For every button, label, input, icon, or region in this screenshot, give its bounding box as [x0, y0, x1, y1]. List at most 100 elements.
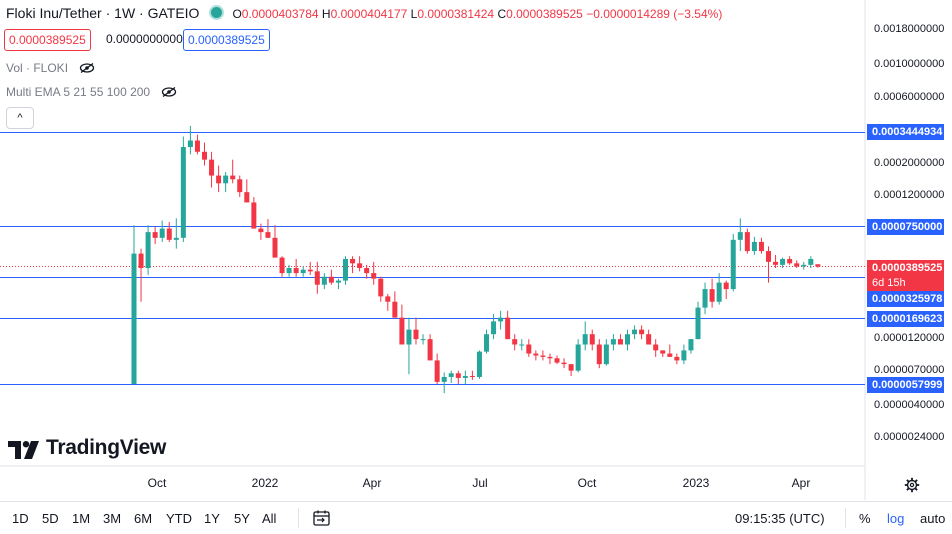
candle: [364, 264, 370, 279]
candle: [286, 264, 292, 277]
clock-timezone[interactable]: 09:15:35 (UTC): [735, 511, 825, 526]
candle-body-down: [364, 268, 370, 274]
range-3m-button[interactable]: 3M: [103, 511, 122, 526]
indicator-multi-ema[interactable]: Multi EMA 5 21 55 100 200: [6, 85, 177, 99]
candle-body-up: [131, 253, 137, 384]
candle-body-down: [674, 356, 680, 361]
candle-body-down: [653, 344, 659, 351]
y-tick-label: 0.0001200000: [874, 189, 945, 201]
candle-body-up: [730, 239, 736, 290]
candle-body-up: [159, 228, 165, 238]
candle-body-down: [392, 301, 398, 318]
candle: [265, 219, 271, 238]
y-tick-label: 0.0006000000: [874, 91, 945, 103]
indicator-volume[interactable]: Vol · FLOKI: [6, 61, 95, 75]
candle-body-up: [145, 232, 151, 269]
candle-body-up: [420, 339, 426, 341]
candle: [730, 233, 736, 292]
candle: [258, 223, 264, 240]
candle: [350, 256, 356, 274]
range-5d-button[interactable]: 5D: [42, 511, 59, 526]
range-all-button[interactable]: All: [262, 511, 277, 526]
candle-body-down: [815, 264, 821, 267]
candle: [702, 282, 708, 315]
bar-countdown: 6d 15h: [867, 275, 944, 291]
level-price-label[interactable]: 0.0000169623: [867, 311, 944, 327]
candle: [617, 334, 623, 345]
candle: [561, 358, 567, 369]
candle-body-down: [357, 263, 363, 269]
range-5y-button[interactable]: 5Y: [234, 511, 250, 526]
candle-body-down: [166, 228, 172, 240]
range-6m-button[interactable]: 6M: [134, 511, 153, 526]
bid-price-box[interactable]: 0.0000389525: [4, 29, 91, 51]
eye-off-icon[interactable]: [161, 87, 177, 97]
date-range-icon[interactable]: [313, 510, 330, 526]
candle-body-down: [744, 232, 750, 252]
candle: [716, 273, 722, 305]
candle-body-down: [773, 261, 779, 265]
range-ytd-button[interactable]: YTD: [166, 511, 192, 526]
horizontal-levels[interactable]: [0, 132, 865, 385]
candle-body-up: [406, 329, 412, 345]
candle-body-down: [427, 339, 433, 361]
candle-body-down: [469, 376, 475, 378]
candle: [469, 370, 475, 380]
candle: [653, 339, 659, 357]
range-1d-button[interactable]: 1D: [12, 511, 29, 526]
level-price-label[interactable]: 0.0000057999: [867, 377, 944, 393]
ask-price-box[interactable]: 0.0000389525: [183, 29, 270, 51]
range-1m-button[interactable]: 1M: [72, 511, 91, 526]
candle: [476, 350, 482, 379]
level-price-label[interactable]: 0.0003444934: [867, 124, 944, 140]
candle-body-up: [808, 258, 814, 265]
log-scale-button[interactable]: log: [887, 511, 905, 526]
candle-body-up: [632, 329, 638, 335]
candle-body-down: [554, 358, 560, 363]
candle-body-up: [187, 140, 193, 148]
candle-body-up: [441, 376, 447, 382]
candle: [794, 260, 800, 269]
candle: [625, 329, 630, 351]
candle: [589, 329, 595, 351]
indicator-ema-label: Multi EMA 5 21 55 100 200: [6, 85, 151, 99]
candle-body-down: [251, 202, 257, 229]
chart-settings-gear-icon[interactable]: [904, 477, 920, 493]
candle: [455, 370, 461, 384]
collapse-legend-button[interactable]: ^: [6, 107, 34, 129]
range-1y-button[interactable]: 1Y: [204, 511, 220, 526]
candle: [519, 339, 525, 351]
candle-body-down: [794, 263, 800, 267]
candle-body-up: [610, 339, 616, 345]
eye-off-icon[interactable]: [79, 63, 95, 73]
candle: [202, 142, 207, 166]
auto-scale-button[interactable]: auto: [920, 511, 946, 526]
candle-body-down: [385, 296, 391, 302]
candle-body-down: [350, 258, 356, 264]
level-price-label[interactable]: 0.0000325978: [867, 291, 944, 307]
candle-body-down: [202, 151, 207, 160]
candle: [434, 353, 440, 384]
candle: [498, 310, 504, 330]
candle-body-down: [709, 289, 715, 302]
candle-body-down: [138, 253, 144, 269]
candle-body-down: [596, 344, 602, 365]
toolbar-divider: [298, 508, 299, 528]
percent-scale-button[interactable]: %: [859, 511, 871, 526]
candle-body-up: [286, 268, 292, 274]
current-price-label: 0.0000389525: [867, 260, 944, 276]
candle-body-down: [328, 276, 334, 283]
candle-body-down: [568, 364, 574, 371]
symbol-legend[interactable]: Floki Inu/Tether · 1W · GATEIO O0.0000403…: [6, 5, 722, 21]
level-price-label[interactable]: 0.0000750000: [867, 219, 944, 235]
candle-body-down: [152, 232, 158, 238]
tradingview-logo[interactable]: TradingView: [8, 436, 166, 462]
candle-body-down: [216, 175, 222, 184]
candle-body-up: [801, 264, 807, 267]
candle-body-up: [335, 280, 341, 283]
candle: [780, 257, 786, 269]
x-tick-label: Oct: [577, 476, 597, 490]
y-tick-label: 0.0000040000: [874, 399, 945, 411]
candle-body-up: [751, 241, 757, 252]
